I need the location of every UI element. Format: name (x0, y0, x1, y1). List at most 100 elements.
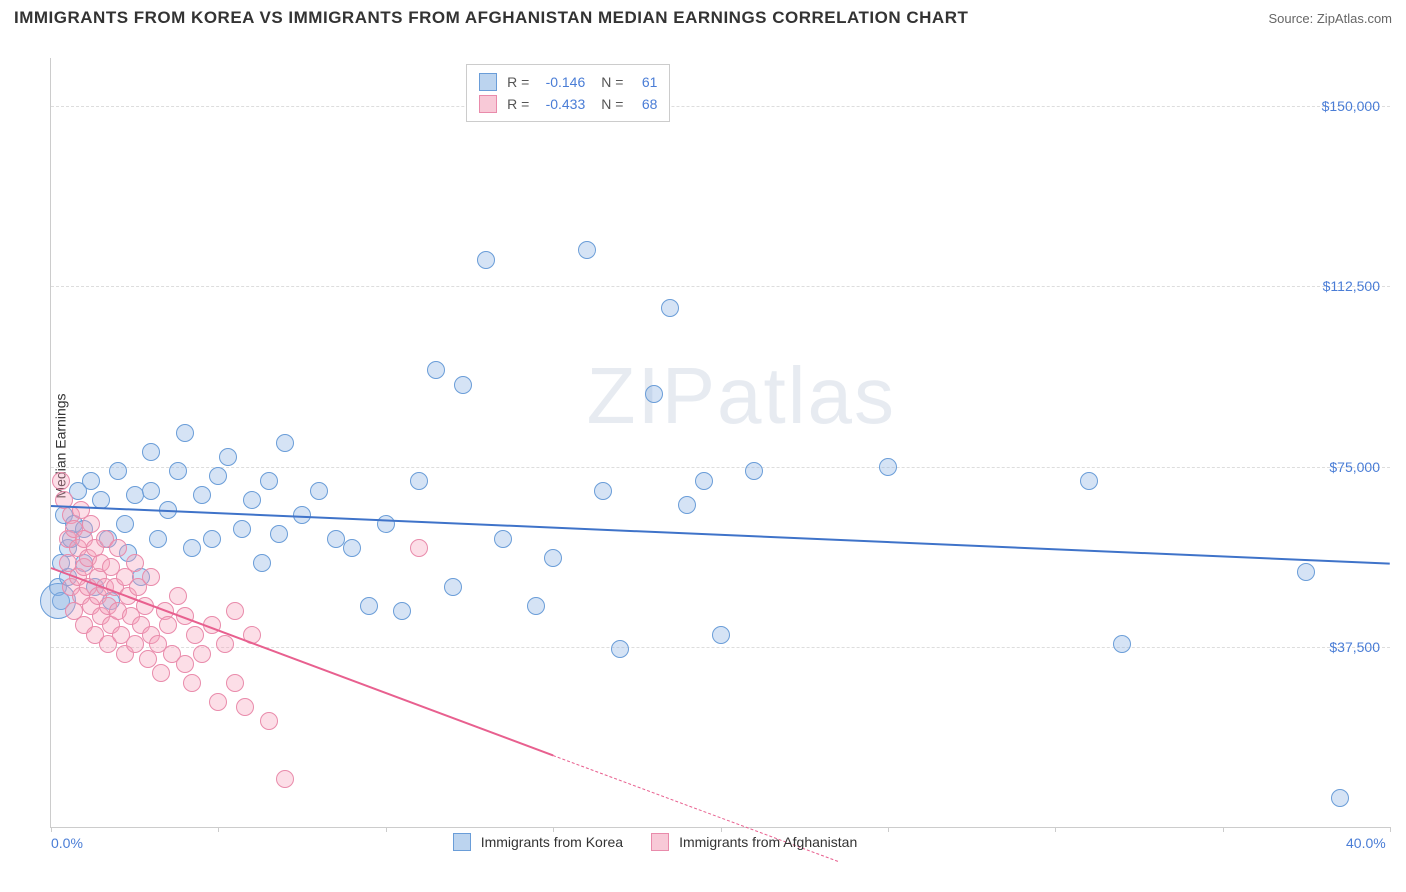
scatter-point (152, 664, 170, 682)
source-label: Source: ZipAtlas.com (1268, 11, 1392, 26)
scatter-point (410, 539, 428, 557)
scatter-point (126, 486, 144, 504)
scatter-point (527, 597, 545, 615)
legend-swatch (453, 833, 471, 851)
scatter-point (142, 482, 160, 500)
scatter-point (82, 472, 100, 490)
scatter-point (611, 640, 629, 658)
scatter-point (270, 525, 288, 543)
legend-series: Immigrants from Korea Immigrants from Afg… (453, 833, 858, 851)
scatter-point (176, 424, 194, 442)
scatter-point (327, 530, 345, 548)
scatter-point (126, 554, 144, 572)
scatter-point (444, 578, 462, 596)
scatter-point (193, 486, 211, 504)
legend-stats: R = -0.146 N = 61 R = -0.433 N = 68 (466, 64, 670, 122)
legend-stats-row: R = -0.146 N = 61 (479, 71, 657, 93)
legend-series-item: Immigrants from Korea (453, 833, 623, 851)
y-tick-label: $37,500 (1329, 639, 1380, 655)
scatter-point (52, 472, 70, 490)
scatter-point (260, 712, 278, 730)
scatter-point (260, 472, 278, 490)
watermark: ZIPatlas (587, 350, 896, 442)
scatter-point (343, 539, 361, 557)
stat-n-label: N = (601, 93, 623, 115)
scatter-point (393, 602, 411, 620)
scatter-point (578, 241, 596, 259)
scatter-point (82, 515, 100, 533)
scatter-point (243, 491, 261, 509)
gridline (51, 467, 1390, 468)
scatter-point (695, 472, 713, 490)
scatter-point (183, 674, 201, 692)
x-tick (1390, 827, 1391, 832)
scatter-point (1331, 789, 1349, 807)
stat-r-label: R = (507, 93, 529, 115)
scatter-point (661, 299, 679, 317)
scatter-point (544, 549, 562, 567)
scatter-point (454, 376, 472, 394)
scatter-point (176, 655, 194, 673)
scatter-point (142, 443, 160, 461)
scatter-point (427, 361, 445, 379)
x-tick (218, 827, 219, 832)
stat-n-label: N = (601, 71, 623, 93)
legend-stats-row: R = -0.433 N = 68 (479, 93, 657, 115)
scatter-point (494, 530, 512, 548)
y-tick-label: $75,000 (1329, 459, 1380, 475)
scatter-point (159, 616, 177, 634)
legend-swatch (479, 73, 497, 91)
stat-n-value: 68 (629, 93, 657, 115)
x-tick (888, 827, 889, 832)
x-tick (51, 827, 52, 832)
scatter-point (678, 496, 696, 514)
x-tick (721, 827, 722, 832)
scatter-point (186, 626, 204, 644)
x-tick-label: 0.0% (51, 835, 83, 851)
stat-r-value: -0.433 (535, 93, 585, 115)
scatter-point (377, 515, 395, 533)
scatter-point (116, 515, 134, 533)
x-tick-label: 40.0% (1346, 835, 1386, 851)
gridline (51, 286, 1390, 287)
scatter-point (276, 770, 294, 788)
scatter-point (745, 462, 763, 480)
scatter-point (226, 674, 244, 692)
legend-swatch (479, 95, 497, 113)
chart-plot-area: ZIPatlas $37,500$75,000$112,500$150,0000… (50, 58, 1390, 828)
x-tick (1223, 827, 1224, 832)
scatter-point (219, 448, 237, 466)
scatter-point (169, 587, 187, 605)
legend-series-label: Immigrants from Afghanistan (679, 834, 857, 850)
scatter-point (645, 385, 663, 403)
scatter-point (253, 554, 271, 572)
scatter-point (236, 698, 254, 716)
gridline (51, 106, 1390, 107)
y-tick-label: $150,000 (1322, 98, 1380, 114)
scatter-point (1080, 472, 1098, 490)
stat-n-value: 61 (629, 71, 657, 93)
scatter-point (879, 458, 897, 476)
scatter-point (477, 251, 495, 269)
legend-swatch (651, 833, 669, 851)
chart-title: IMMIGRANTS FROM KOREA VS IMMIGRANTS FROM… (14, 8, 968, 28)
scatter-point (276, 434, 294, 452)
scatter-point (226, 602, 244, 620)
legend-series-label: Immigrants from Korea (481, 834, 623, 850)
x-tick (553, 827, 554, 832)
scatter-point (109, 462, 127, 480)
scatter-point (1297, 563, 1315, 581)
scatter-point (209, 467, 227, 485)
scatter-point (594, 482, 612, 500)
scatter-point (169, 462, 187, 480)
x-tick (386, 827, 387, 832)
scatter-point (142, 568, 160, 586)
scatter-point (203, 530, 221, 548)
legend-series-item: Immigrants from Afghanistan (651, 833, 857, 851)
scatter-point (149, 530, 167, 548)
scatter-point (712, 626, 730, 644)
scatter-point (216, 635, 234, 653)
stat-r-value: -0.146 (535, 71, 585, 93)
stat-r-label: R = (507, 71, 529, 93)
scatter-point (109, 539, 127, 557)
